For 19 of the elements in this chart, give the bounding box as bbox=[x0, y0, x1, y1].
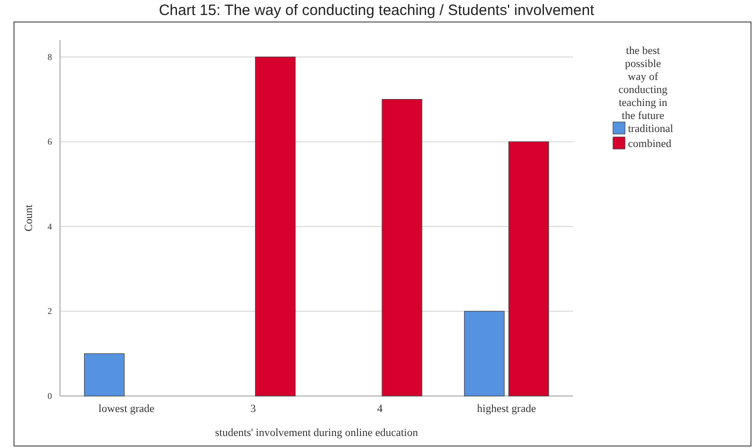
x-tick-label: 3 bbox=[250, 403, 256, 415]
chart-title: Chart 15: The way of conducting teaching / Students' involvement bbox=[158, 2, 595, 19]
bar bbox=[84, 353, 125, 396]
y-tick-label: 0 bbox=[48, 390, 52, 401]
y-tick-label: 6 bbox=[48, 136, 52, 147]
y-axis-title: Count bbox=[23, 204, 35, 232]
x-tick-label: highest grade bbox=[477, 403, 536, 415]
bar bbox=[464, 310, 505, 396]
y-tick-label: 2 bbox=[48, 306, 52, 316]
bar bbox=[382, 99, 422, 396]
x-tick-label: 4 bbox=[377, 403, 384, 415]
y-tick-label: 4 bbox=[48, 221, 52, 232]
x-tick-label: lowest grade bbox=[98, 403, 155, 415]
legend-label: combined bbox=[628, 138, 672, 150]
bar bbox=[508, 141, 549, 396]
x-axis-title: students' involvement during online education bbox=[214, 427, 418, 439]
bar bbox=[255, 56, 296, 396]
y-tick-label: 8 bbox=[48, 52, 52, 62]
legend-label: traditional bbox=[628, 123, 674, 135]
